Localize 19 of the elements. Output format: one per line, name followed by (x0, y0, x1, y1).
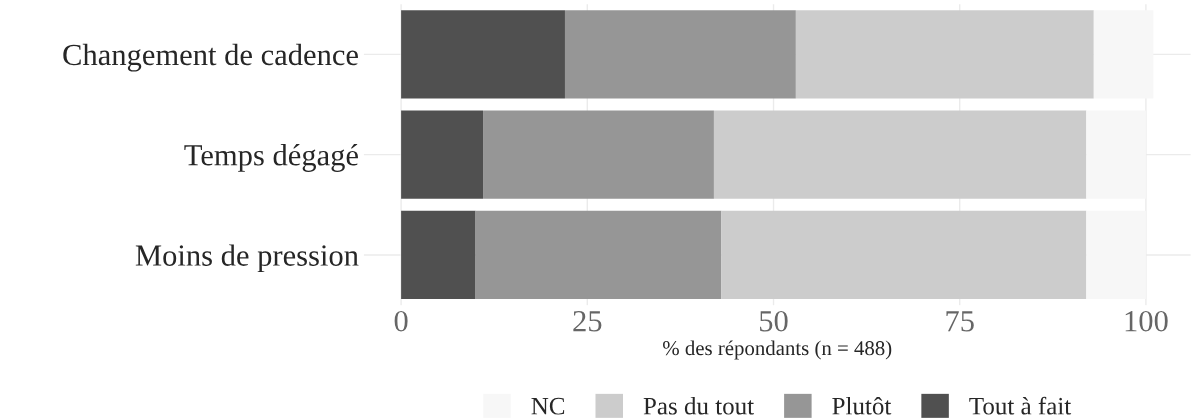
x-axis-title: % des répondants (n = 488) (663, 340, 892, 360)
bar (401, 210, 476, 300)
bar (483, 110, 714, 199)
bar (401, 10, 565, 99)
bar (564, 10, 796, 99)
bar (401, 110, 484, 199)
y-tick-label: Moins de pression (135, 244, 359, 273)
legend-label: NC (531, 397, 565, 415)
x-tick-label: 25 (573, 310, 602, 332)
x-tick-label: 50 (760, 310, 788, 332)
legend-label: Tout à fait (969, 396, 1072, 415)
x-tick-label: 100 (1125, 310, 1168, 332)
x-tick-label: 75 (946, 311, 974, 332)
bar (475, 210, 722, 300)
legend-label: Plutôt (832, 396, 892, 415)
y-tick-label: Changement de cadence (63, 43, 358, 72)
x-tick-label: 0 (394, 310, 408, 332)
legend-label: Pas du tout (643, 397, 754, 415)
y-tick-label: Temps dégagé (184, 144, 358, 172)
